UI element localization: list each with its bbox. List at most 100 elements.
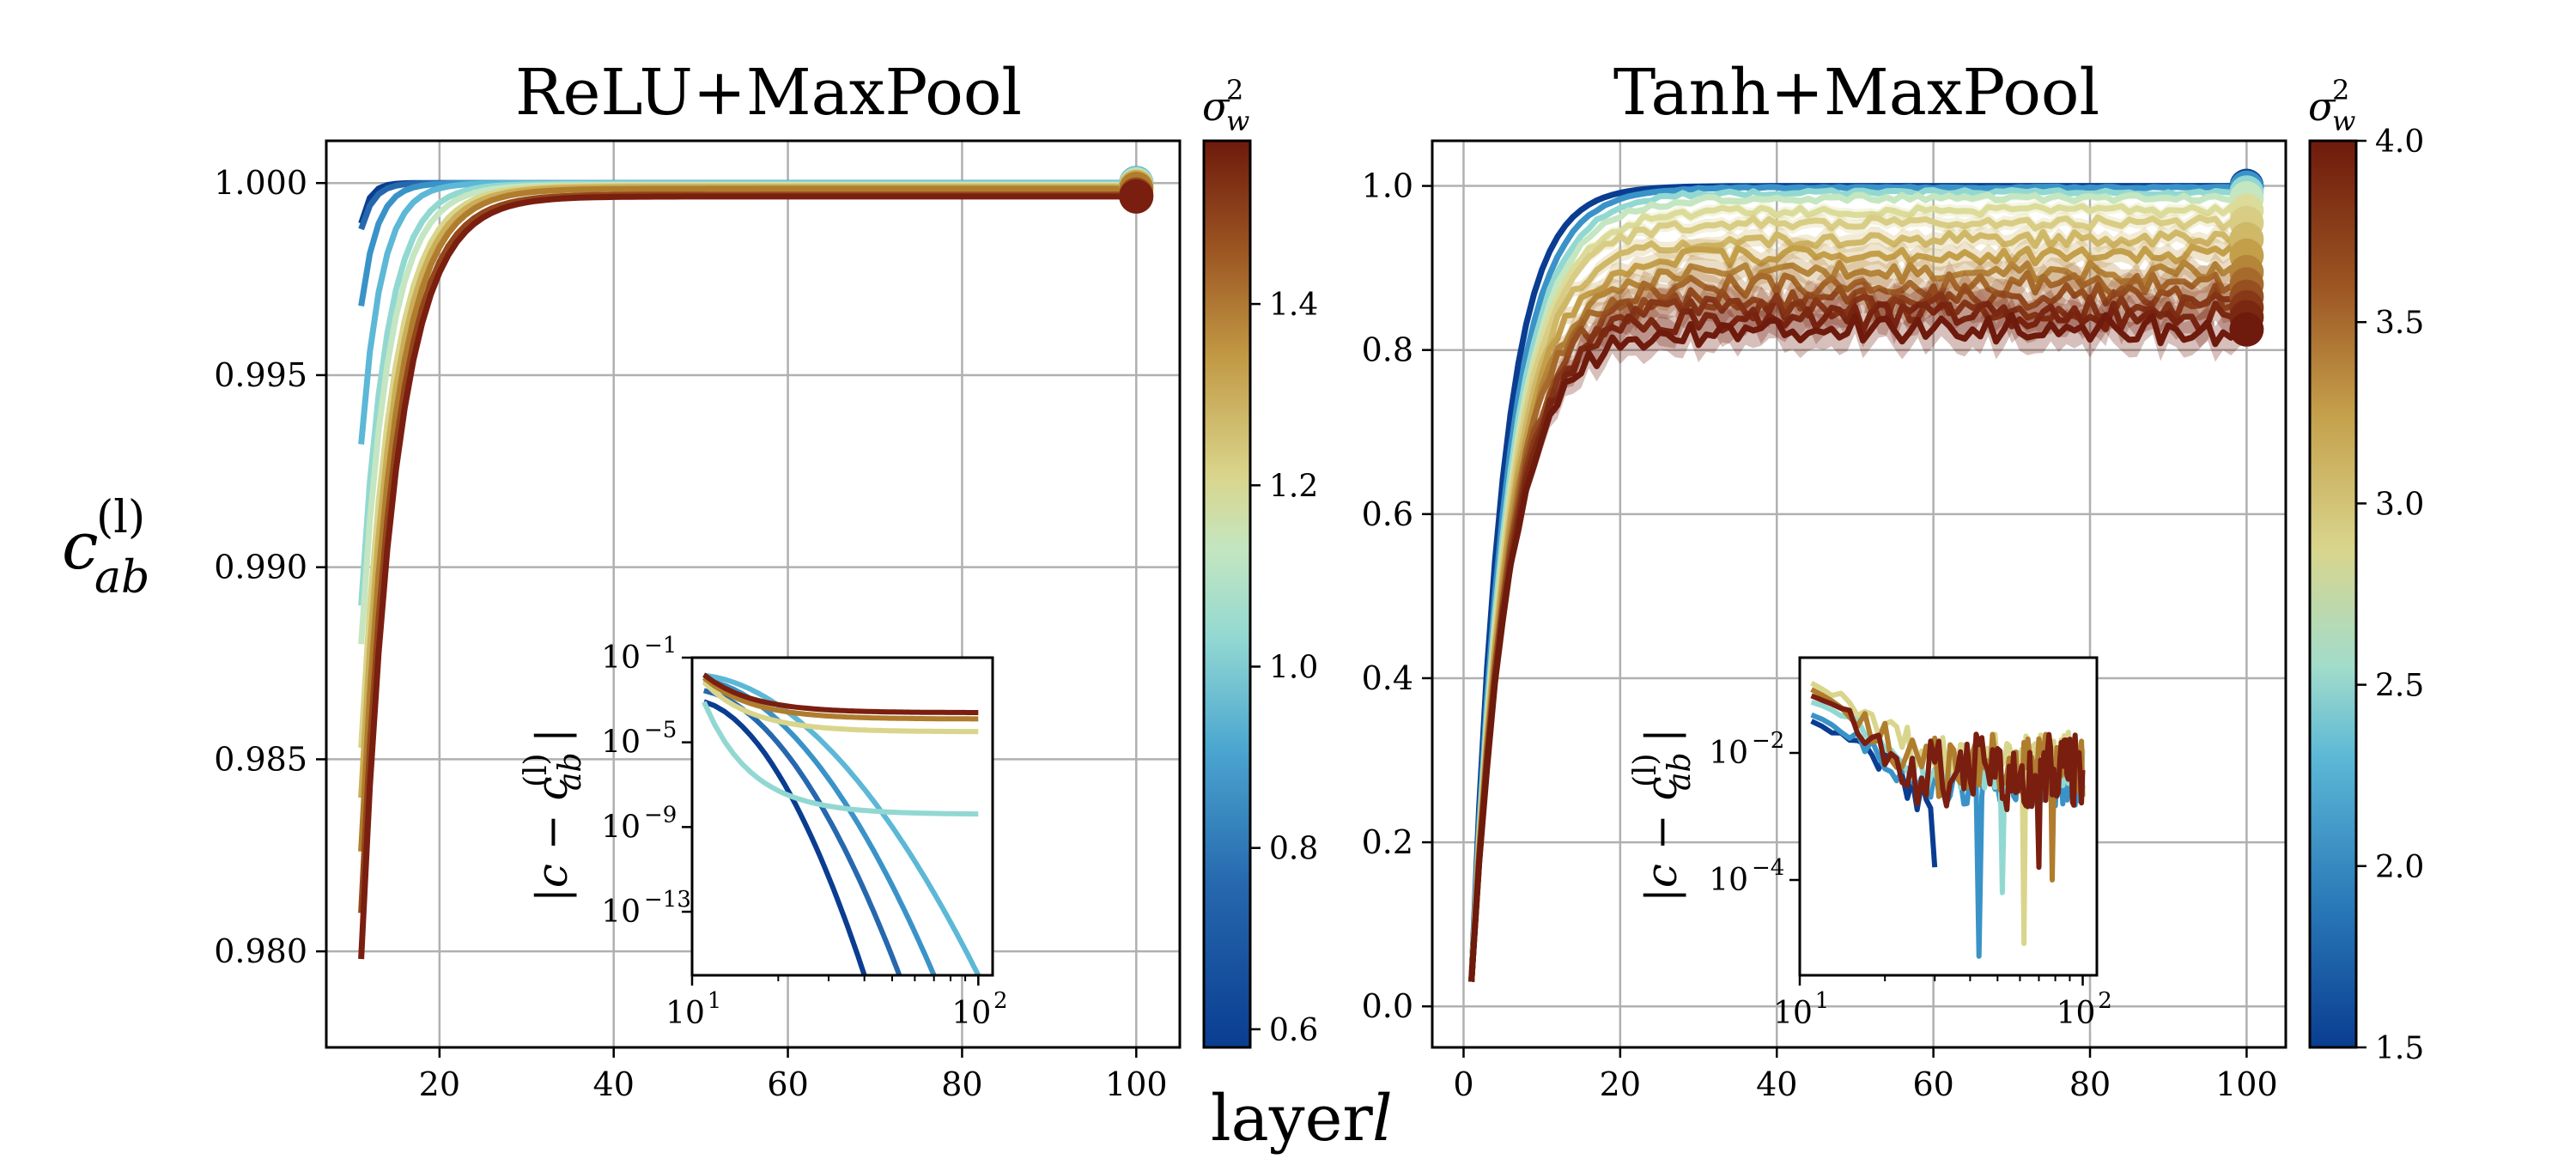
relu-title: ReLU+MaxPool — [515, 56, 1022, 130]
tanh-series-line-1 — [1468, 184, 2247, 982]
tanh-yticks: 0.0 0.2 0.4 0.6 0.8 1.0 — [1362, 167, 1432, 1025]
relu-inset-xtick-exp-1: 2 — [993, 988, 1008, 1014]
tanh-ytick-label-5: 1.0 — [1362, 167, 1413, 205]
relu-inset-xtick-label-1: 10 — [951, 996, 991, 1031]
relu-inset-series — [702, 672, 981, 975]
tanh-inset-series — [1810, 680, 2086, 959]
relu-inset-line-2 — [703, 677, 937, 975]
tanh-series-line-7 — [1468, 243, 2249, 982]
relu-series — [358, 166, 1154, 960]
tanh-panel: Tanh+MaxPool 0 20 40 60 80 100 0.00.20.40.60.… — [1362, 56, 2425, 1103]
tanh-colorbar-label: σ 2 w — [2308, 74, 2355, 137]
relu-inset-ylabel-end: | — [527, 728, 577, 743]
tanh-colorbar-tick-label-5: 4.0 — [2375, 124, 2424, 160]
relu-colorbar-tick-label-1: 0.8 — [1269, 832, 1318, 867]
y-axis-label-sup: (l) — [96, 492, 145, 543]
relu-colorbar-tick-label-4: 1.4 — [1269, 288, 1318, 323]
relu-inset-frame — [690, 656, 994, 977]
relu-inset-line-5 — [702, 680, 980, 735]
relu-xticks: 20 40 60 80 100 — [419, 1047, 1168, 1103]
relu-inset-ytick-exp-2: −9 — [644, 802, 677, 828]
tanh-title: Tanh+MaxPool — [1613, 56, 2099, 130]
tanh-ytick-label-1: 0.2 — [1362, 823, 1413, 861]
tanh-colorbar-label-sup: 2 — [2332, 74, 2349, 106]
relu-series-clip — [358, 179, 1137, 960]
tanh-xtick-label-1: 20 — [1600, 1065, 1641, 1103]
tanh-inset-ylabel: |c − c ab (l) | — [1628, 728, 1698, 902]
tanh-colorbar-tick-label-2: 2.5 — [2375, 669, 2424, 704]
tanh-colorbar: 1.5 2.0 2.5 3.0 3.5 4.0 σ 2 w — [2308, 74, 2424, 1066]
tanh-inset-xtick-exp-1: 2 — [2098, 988, 2112, 1014]
tanh-inset-frame — [1798, 656, 2099, 977]
tanh-axes-frame — [1431, 139, 2287, 1049]
relu-xtick-label-3: 80 — [941, 1065, 982, 1103]
relu-inset-ylabel-main: |c − c — [527, 776, 577, 902]
relu-colorbar-label-sub: w — [1226, 105, 1249, 137]
relu-colorbar-bar — [1202, 139, 1252, 1049]
relu-inset-line-7 — [702, 672, 980, 715]
relu-colorbar: 0.6 0.8 1.0 1.2 1.4 σ 2 w — [1202, 74, 1318, 1049]
tanh-ytick-label-2: 0.4 — [1362, 659, 1413, 697]
relu-colorbar-label-sup: 2 — [1226, 74, 1243, 106]
tanh-colorbar-tick-label-0: 1.5 — [2375, 1031, 2424, 1066]
tanh-series-line-3 — [1468, 191, 2249, 982]
tanh-inset: 10 1 10 2 10−210−4 |c − c ab (l) | — [1628, 656, 2112, 1031]
tanh-ytick-label-4: 0.8 — [1362, 331, 1413, 369]
relu-inset-xtick-label-0: 10 — [665, 996, 705, 1031]
relu-inset-ylabel: |c − c ab (l) | — [519, 728, 588, 902]
tanh-xticks: 0 20 40 60 80 100 — [1453, 1047, 2278, 1103]
x-axis-label-var: l — [1372, 1082, 1393, 1156]
relu-inset-xticks: 10 1 10 2 — [665, 975, 1008, 1031]
tanh-inset-clip — [1810, 680, 2086, 959]
tanh-inset-ytick-exp-1: −4 — [1752, 855, 1784, 881]
relu-panel: ReLU+MaxPool 20 40 60 80 100 0.980 0.985 0.990… — [214, 56, 1318, 1103]
tanh-series-line-4 — [1468, 203, 2248, 982]
relu-yticks: 0.980 0.985 0.990 0.995 1.000 — [214, 164, 326, 970]
tanh-inset-ylabel-end: | — [1637, 728, 1686, 743]
tanh-inset-yticks: 10−210−4 — [1709, 728, 1800, 898]
relu-colorbar-tick-label-0: 0.6 — [1269, 1013, 1318, 1048]
relu-inset-clip — [702, 672, 981, 975]
relu-series-line-8 — [358, 185, 1137, 852]
relu-ytick-label-4: 1.000 — [214, 164, 307, 202]
relu-inset-ytick-exp-3: −13 — [644, 887, 691, 913]
relu-inset-ytick-label-0: 10 — [601, 640, 641, 676]
tanh-series-line-13 — [1468, 312, 2249, 982]
relu-ytick-label-2: 0.990 — [214, 549, 307, 586]
tanh-inset-ylabel-sup: (l) — [1628, 753, 1663, 787]
tanh-inset-ylabel-sub: ab — [1662, 752, 1698, 791]
relu-inset-ytick-exp-0: −1 — [644, 633, 677, 658]
relu-xtick-label-4: 100 — [1105, 1065, 1168, 1103]
relu-inset-ylabel-sub: ab — [553, 752, 588, 791]
tanh-series-clip — [1468, 183, 2250, 982]
tanh-series-line-5 — [1468, 214, 2247, 982]
relu-inset-ylabel-sup: (l) — [519, 753, 554, 787]
tanh-inset-xticks: 10 1 10 2 — [1773, 975, 2112, 1031]
y-axis-label: c ab (l) — [62, 492, 149, 604]
tanh-inset-xtick-exp-0: 1 — [1815, 988, 1830, 1014]
relu-colorbar-tick-label-2: 1.0 — [1269, 650, 1318, 685]
tanh-series-line-8 — [1468, 259, 2247, 982]
relu-inset-line-6 — [702, 676, 980, 722]
tanh-inset-xtick-label-1: 10 — [2057, 996, 2096, 1031]
tanh-xtick-label-3: 60 — [1912, 1065, 1953, 1103]
tanh-inset-ylabel-main: |c − c — [1637, 776, 1686, 902]
tanh-end-marker-13 — [2229, 312, 2264, 347]
tanh-inset-xtick-label-0: 10 — [1773, 996, 1813, 1031]
tanh-ytick-label-0: 0.0 — [1362, 987, 1413, 1025]
relu-inset-line-0 — [702, 699, 867, 975]
relu-inset-ytick-label-2: 10 — [601, 810, 641, 845]
relu-inset-line-1 — [702, 688, 902, 975]
relu-inset-line-4 — [702, 701, 980, 817]
tanh-xtick-label-5: 100 — [2215, 1065, 2278, 1103]
tanh-colorbar-ticks: 1.5 2.0 2.5 3.0 3.5 4.0 — [2356, 124, 2424, 1066]
tanh-xtick-label-4: 80 — [2069, 1065, 2111, 1103]
tanh-inset-ytick-exp-0: −2 — [1752, 728, 1784, 754]
tanh-xtick-label-0: 0 — [1453, 1065, 1473, 1103]
relu-xtick-label-0: 20 — [419, 1065, 460, 1103]
x-axis-label: layer l — [1211, 1082, 1393, 1156]
relu-ytick-label-0: 0.980 — [214, 932, 307, 970]
y-axis-label-main: c — [62, 507, 99, 584]
tanh-inset-line-5 — [1810, 693, 2086, 871]
